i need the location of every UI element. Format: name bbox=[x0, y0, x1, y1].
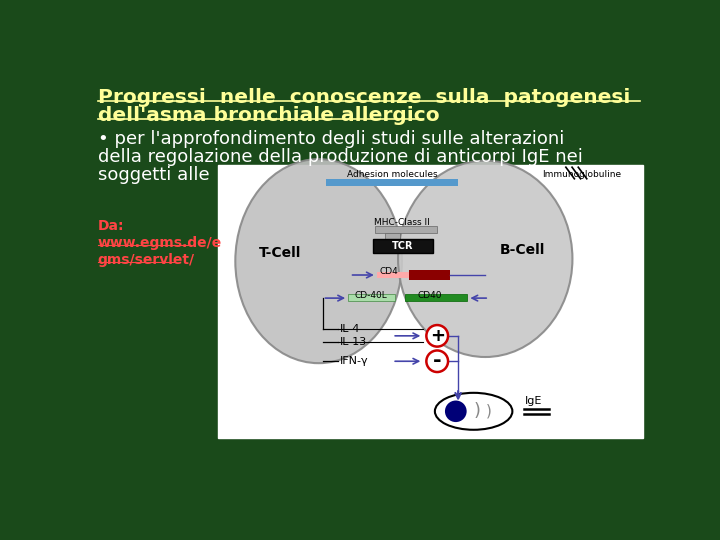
Text: soggetti alle: soggetti alle bbox=[98, 166, 210, 184]
Text: Adhesion molecules: Adhesion molecules bbox=[347, 170, 438, 179]
Bar bbox=[405, 294, 467, 301]
Circle shape bbox=[426, 325, 448, 347]
Bar bbox=[409, 271, 449, 280]
Text: IFN-γ: IFN-γ bbox=[340, 356, 368, 366]
Text: CD4: CD4 bbox=[379, 267, 397, 275]
Text: IL-4: IL-4 bbox=[340, 324, 360, 334]
Ellipse shape bbox=[435, 393, 513, 430]
Text: -: - bbox=[433, 351, 441, 372]
Text: CD-40L: CD-40L bbox=[355, 291, 387, 300]
Bar bbox=[384, 233, 400, 240]
Text: Da:: Da: bbox=[98, 219, 125, 233]
Bar bbox=[373, 239, 433, 253]
Text: T-Cell: T-Cell bbox=[258, 246, 301, 260]
Bar bbox=[326, 179, 458, 186]
Text: gms/servlet/: gms/servlet/ bbox=[98, 253, 195, 267]
Text: CD40: CD40 bbox=[417, 291, 441, 300]
Text: dell'asma bronchiale allergico: dell'asma bronchiale allergico bbox=[98, 106, 439, 125]
Bar bbox=[218, 165, 642, 438]
Text: +: + bbox=[430, 327, 445, 345]
Text: ): ) bbox=[474, 402, 481, 420]
Bar bbox=[375, 226, 437, 233]
Text: Progressi  nelle  conoscenze  sulla  patogenesi: Progressi nelle conoscenze sulla patogen… bbox=[98, 88, 630, 107]
Text: IL-13: IL-13 bbox=[340, 337, 366, 347]
Bar bbox=[377, 272, 409, 278]
Text: B-Cell: B-Cell bbox=[500, 242, 545, 256]
Text: Immunoglobuline: Immunoglobuline bbox=[543, 170, 621, 179]
Text: www.egms.de/e: www.egms.de/e bbox=[98, 236, 222, 249]
Text: della regolazione della produzione di anticorpi IgE nei: della regolazione della produzione di an… bbox=[98, 148, 582, 166]
Text: MHC-Class II: MHC-Class II bbox=[374, 218, 429, 227]
Bar bbox=[348, 294, 395, 301]
Ellipse shape bbox=[398, 161, 572, 357]
Text: • per l'approfondimento degli studi sulle alterazioni: • per l'approfondimento degli studi sull… bbox=[98, 130, 564, 148]
Text: IgE: IgE bbox=[525, 396, 542, 406]
Ellipse shape bbox=[235, 159, 402, 363]
Text: ): ) bbox=[486, 404, 492, 419]
Circle shape bbox=[445, 401, 467, 422]
Circle shape bbox=[426, 350, 448, 372]
Text: 13: 13 bbox=[618, 420, 637, 434]
Text: TCR: TCR bbox=[392, 241, 414, 251]
